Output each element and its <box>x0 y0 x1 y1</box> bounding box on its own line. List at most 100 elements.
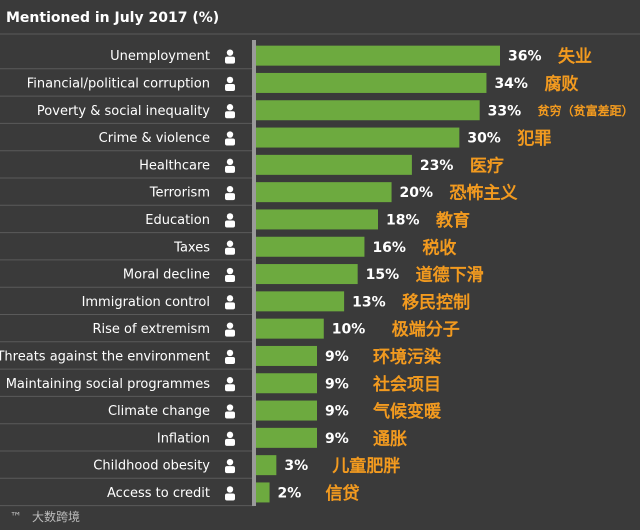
chinese-annotation: 环境污染 <box>373 346 441 367</box>
person-icon-head <box>226 104 234 111</box>
chinese-annotation: 犯罪 <box>516 128 551 149</box>
category-label: Maintaining social programmes <box>6 377 211 392</box>
bar <box>256 318 324 339</box>
category-label: Terrorism <box>149 186 210 201</box>
credit-card-icon-body <box>225 493 235 501</box>
value-label: 34% <box>494 76 528 92</box>
bar <box>256 482 270 503</box>
chinese-annotation: 贫穷（贫富差距） <box>538 103 634 118</box>
value-label: 3% <box>284 458 308 474</box>
bar-rows: Unemployment 36% 失业 Financial/political cor… <box>0 45 634 507</box>
value-label: 2% <box>278 485 302 501</box>
category-label: Immigration control <box>82 295 210 310</box>
person-icon-body <box>225 111 235 119</box>
fire-globe-icon-head <box>226 404 234 411</box>
fire-globe-icon <box>225 404 235 419</box>
category-label: Threats against the environment <box>0 349 210 364</box>
skull-crossbones-icon <box>225 185 235 201</box>
value-label: 10% <box>332 322 366 338</box>
bar <box>256 264 358 285</box>
value-label: 30% <box>467 131 501 147</box>
fire-globe-icon-body <box>225 411 235 419</box>
skull-icon-body <box>225 329 235 337</box>
money-bag-icon-head <box>226 76 234 84</box>
fighting-people-icon <box>225 267 235 283</box>
category-label: Taxes <box>173 240 210 255</box>
category-label: Education <box>145 213 210 228</box>
skull-icon-head <box>226 322 234 329</box>
value-label: 16% <box>372 240 406 256</box>
value-label: 9% <box>325 349 349 365</box>
rising-chart-icon-body <box>225 438 235 446</box>
suitcase-icon-body <box>225 302 235 310</box>
value-label: 9% <box>325 431 349 447</box>
chinese-annotation: 税收 <box>422 237 456 258</box>
graduation-cap-icon-head <box>226 213 234 220</box>
skull-crossbones-icon-body <box>225 193 235 201</box>
value-label: 23% <box>420 158 454 174</box>
office-worker-icon <box>225 49 235 64</box>
person-icon <box>225 104 235 119</box>
value-label: 18% <box>386 212 420 228</box>
value-label: 13% <box>352 294 386 310</box>
category-label: Access to credit <box>107 486 210 501</box>
revolver-icon <box>225 131 235 146</box>
watermark-text: 大数跨境 <box>32 509 80 524</box>
polluted-water-icon-head <box>226 349 234 357</box>
obese-child-icon-body <box>225 466 235 474</box>
graduation-cap-icon <box>225 213 235 228</box>
chinese-annotation: 信贷 <box>326 483 360 504</box>
category-label: Crime & violence <box>99 131 210 146</box>
bar <box>256 427 317 448</box>
chinese-annotation: 腐败 <box>544 73 578 94</box>
value-label: 9% <box>325 376 349 392</box>
bar <box>256 236 365 257</box>
care-hands-icon-head <box>226 377 234 384</box>
value-label: 20% <box>400 185 434 201</box>
credit-card-icon <box>225 486 235 501</box>
obese-child-icon <box>225 458 235 474</box>
bar <box>256 72 487 93</box>
bar <box>256 291 345 312</box>
care-hands-icon-body <box>225 384 235 392</box>
fighting-people-icon-body <box>225 275 235 283</box>
money-hand-icon <box>225 240 235 255</box>
nurse-cap-icon-head <box>226 158 234 166</box>
care-hands-icon <box>225 377 235 392</box>
money-hand-icon-head <box>226 240 234 247</box>
bar <box>256 345 317 366</box>
rising-chart-icon-head <box>226 431 234 439</box>
revolver-icon-head <box>226 131 234 138</box>
watermark-logo: ™ <box>10 510 22 524</box>
value-label: 36% <box>508 49 542 65</box>
bar <box>256 127 460 148</box>
money-bag-icon <box>225 76 235 91</box>
suitcase-icon <box>225 295 235 310</box>
value-label: 9% <box>325 404 349 420</box>
chinese-annotation: 恐怖主义 <box>450 183 518 204</box>
rising-chart-icon <box>225 431 235 446</box>
category-label: Healthcare <box>139 158 210 173</box>
category-label: Moral decline <box>123 268 210 283</box>
category-label: Financial/political corruption <box>27 76 210 91</box>
chart-title: Mentioned in July 2017 (%) <box>6 10 219 26</box>
nurse-cap-icon-body <box>225 165 235 173</box>
chinese-annotation: 移民控制 <box>402 292 470 313</box>
bar <box>256 154 412 175</box>
category-label: Climate change <box>108 404 210 419</box>
chinese-annotation: 失业 <box>558 46 592 67</box>
chinese-annotation: 医疗 <box>470 155 504 176</box>
polluted-water-icon <box>225 349 235 364</box>
graduation-cap-icon-body <box>225 220 235 228</box>
skull-crossbones-icon-head <box>226 185 234 193</box>
chinese-annotation: 极端分子 <box>392 319 460 340</box>
chinese-annotation: 气候变暖 <box>372 401 442 422</box>
chinese-annotation: 社会项目 <box>372 374 441 395</box>
category-label: Childhood obesity <box>93 459 210 474</box>
office-worker-icon-head <box>226 49 234 56</box>
bar <box>256 373 317 394</box>
bar <box>256 209 378 230</box>
chinese-annotation: 教育 <box>435 210 470 231</box>
skull-icon <box>225 322 235 337</box>
